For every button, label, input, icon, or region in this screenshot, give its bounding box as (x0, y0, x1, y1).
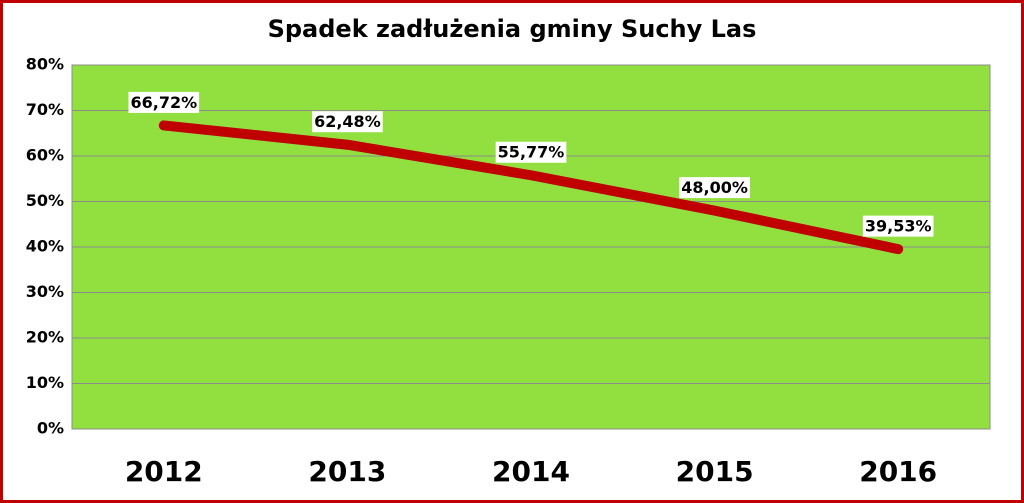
value-label-bg (862, 215, 934, 237)
value-label: 55,77% (498, 143, 565, 162)
y-tick-label: 0% (37, 419, 64, 438)
y-tick-label: 40% (26, 237, 64, 256)
value-label-bg (495, 141, 567, 163)
y-tick-label: 30% (26, 282, 64, 301)
x-tick-label: 2015 (676, 455, 754, 488)
value-label: 39,53% (865, 217, 932, 236)
value-label-bg (312, 111, 383, 133)
x-tick-label: 2013 (308, 455, 386, 488)
value-label: 66,72% (130, 93, 197, 112)
y-tick-label: 10% (26, 373, 64, 392)
y-tick-label: 70% (26, 100, 64, 119)
value-label: 62,48% (314, 112, 381, 131)
y-tick-label: 50% (26, 191, 64, 210)
y-tick-label: 60% (26, 146, 64, 165)
value-label-bg (128, 91, 200, 113)
plot-frame (71, 64, 991, 430)
value-label-bg (679, 177, 750, 199)
y-tick-label: 80% (26, 55, 64, 74)
x-tick-label: 2016 (859, 455, 937, 488)
x-tick-label: 2012 (125, 455, 203, 488)
y-tick-label: 20% (26, 328, 64, 347)
x-tick-label: 2014 (492, 455, 570, 488)
line (158, 120, 904, 255)
chart-title: Spadek zadłużenia gminy Suchy Las (268, 15, 757, 43)
value-label: 48,00% (681, 178, 748, 197)
